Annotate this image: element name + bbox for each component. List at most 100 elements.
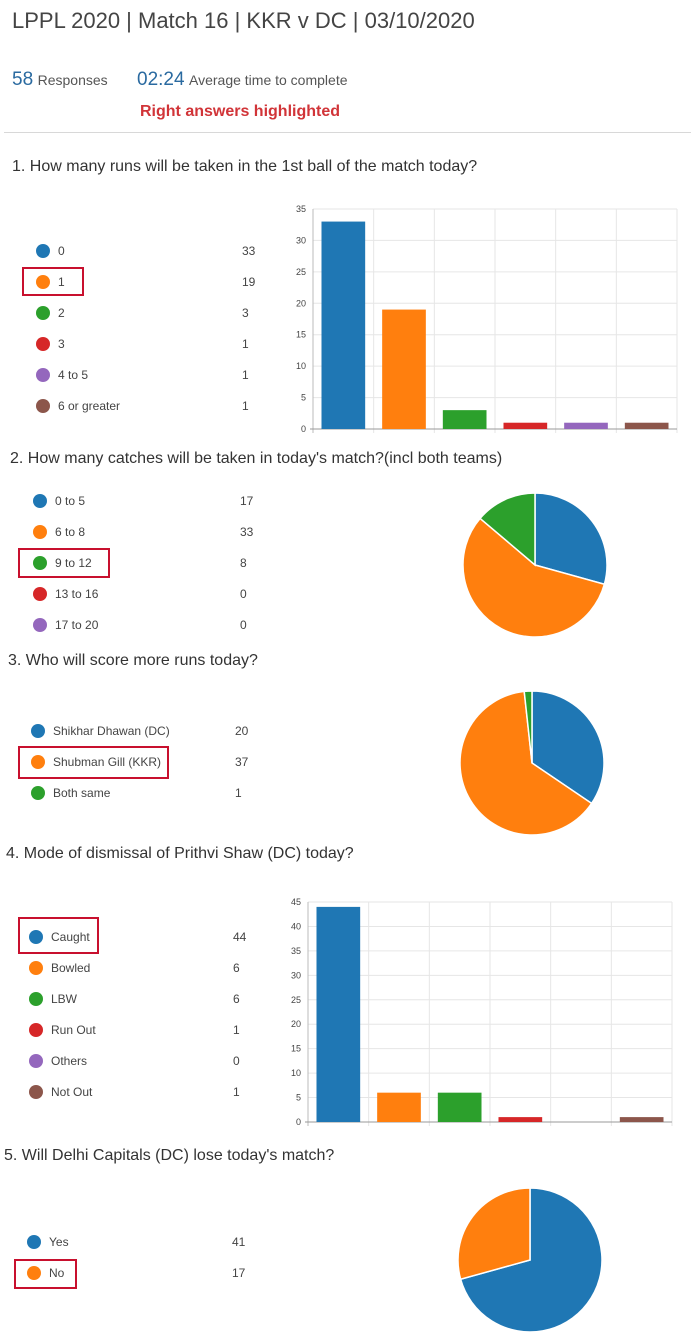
legend-dot — [29, 930, 43, 944]
legend-dot — [33, 556, 47, 570]
legend-dot — [36, 275, 50, 289]
responses-count: 58 — [12, 69, 34, 90]
option-label: 0 to 5 — [55, 494, 86, 508]
option-count: 20 — [235, 724, 249, 738]
bar — [564, 422, 608, 429]
option-label: 2 — [58, 306, 65, 320]
question-number: 4. — [6, 845, 20, 862]
y-tick-label: 25 — [296, 267, 306, 277]
option-count: 3 — [242, 306, 249, 320]
header-divider — [4, 132, 691, 133]
y-tick-label: 0 — [301, 424, 306, 434]
legend-dot — [31, 786, 45, 800]
question-4-title: 4. Mode of dismissal of Prithvi Shaw (DC… — [6, 845, 354, 863]
bar — [624, 422, 669, 429]
option-label: 0 — [58, 244, 65, 258]
page-title: LPPL 2020 | Match 16 | KKR v DC | 03/10/… — [12, 8, 475, 33]
option-label: 1 — [58, 275, 65, 289]
option-count: 0 — [240, 587, 247, 601]
pie-slice — [534, 492, 608, 586]
legend-dot — [29, 961, 43, 975]
question-5-title: 5. Will Delhi Capitals (DC) lose today's… — [4, 1147, 334, 1165]
y-tick-label: 15 — [291, 1044, 301, 1054]
option-count: 0 — [233, 1054, 240, 1068]
question-number: 3. — [8, 652, 22, 669]
question-text: How many catches will be taken in today'… — [27, 450, 503, 467]
option-label: Caught — [51, 930, 90, 944]
legend-dot — [29, 992, 43, 1006]
responses-summary: 58 Responses — [12, 69, 108, 91]
option-label: Bowled — [51, 961, 91, 975]
legend-dot — [27, 1235, 41, 1249]
legend-dot — [33, 525, 47, 539]
question-text: Mode of dismissal of Prithvi Shaw (DC) t… — [23, 845, 354, 862]
bar — [498, 1117, 543, 1122]
pie-slice — [459, 690, 593, 836]
question-2-title: 2. How many catches will be taken in tod… — [10, 450, 502, 468]
legend-dot — [36, 244, 50, 258]
y-tick-label: 15 — [296, 330, 306, 340]
option-label: No — [49, 1266, 65, 1280]
option-label: Run Out — [51, 1023, 96, 1037]
option-label: Shikhar Dhawan (DC) — [53, 724, 170, 738]
option-label: Both same — [53, 786, 111, 800]
bar — [377, 1092, 421, 1122]
y-tick-label: 45 — [291, 897, 301, 907]
option-label: Shubman Gill (KKR) — [53, 755, 162, 769]
q5-pie-chart — [457, 1187, 603, 1333]
bar — [503, 422, 548, 429]
y-tick-label: 5 — [296, 1093, 301, 1103]
y-tick-label: 25 — [291, 995, 301, 1005]
y-tick-label: 0 — [296, 1117, 301, 1127]
option-label: Others — [51, 1054, 88, 1068]
y-tick-label: 10 — [291, 1068, 301, 1078]
option-label: 6 or greater — [58, 399, 121, 413]
y-tick-label: 30 — [296, 235, 306, 245]
pie-slice — [523, 690, 533, 764]
option-count: 41 — [232, 1235, 246, 1249]
question-1-title: 1. How many runs will be taken in the 1s… — [12, 158, 477, 176]
legend-dot — [33, 587, 47, 601]
bar — [619, 1117, 664, 1122]
question-3-title: 3. Who will score more runs today? — [8, 652, 258, 670]
option-count: 33 — [240, 525, 254, 539]
option-label: Yes — [49, 1235, 69, 1249]
highlight-note: Right answers highlighted — [140, 103, 341, 120]
legend-dot — [33, 618, 47, 632]
option-label: 9 to 12 — [55, 556, 92, 570]
legend-dot — [29, 1023, 43, 1037]
pie-slice — [462, 517, 606, 638]
legend-dot — [29, 1054, 43, 1068]
bar — [442, 410, 487, 429]
question-number: 1. — [12, 158, 26, 175]
legend-dot — [31, 724, 45, 738]
bar — [321, 221, 366, 429]
legend-dot — [31, 755, 45, 769]
question-number: 5. — [4, 1147, 18, 1164]
avg-time-summary: 02:24 Average time to complete — [137, 69, 348, 91]
pie-slice — [459, 1187, 603, 1333]
y-tick-label: 35 — [296, 204, 306, 214]
avg-time-value: 02:24 — [137, 69, 185, 90]
correct-answer-highlight — [14, 1259, 77, 1289]
option-count: 44 — [233, 930, 247, 944]
avg-time-label: Average time to complete — [189, 72, 348, 88]
y-tick-label: 10 — [296, 361, 306, 371]
legend-dot — [33, 494, 47, 508]
option-count: 0 — [240, 618, 247, 632]
legend-dot — [27, 1266, 41, 1280]
y-tick-label: 5 — [301, 393, 306, 403]
legend-dot — [29, 1085, 43, 1099]
q1-bar-chart: 0 5 10 15 20 25 30 35 — [296, 204, 678, 434]
y-tick-label: 35 — [291, 946, 301, 956]
option-label: 3 — [58, 337, 65, 351]
option-count: 1 — [242, 399, 249, 413]
pie-slice — [531, 690, 605, 805]
pie-slice — [479, 492, 536, 567]
question-text: How many runs will be taken in the 1st b… — [29, 158, 478, 175]
option-label: 4 to 5 — [58, 368, 89, 382]
option-label: LBW — [51, 992, 78, 1006]
question-number: 2. — [10, 450, 24, 467]
legend-dot — [36, 306, 50, 320]
correct-answer-highlight — [18, 746, 169, 779]
